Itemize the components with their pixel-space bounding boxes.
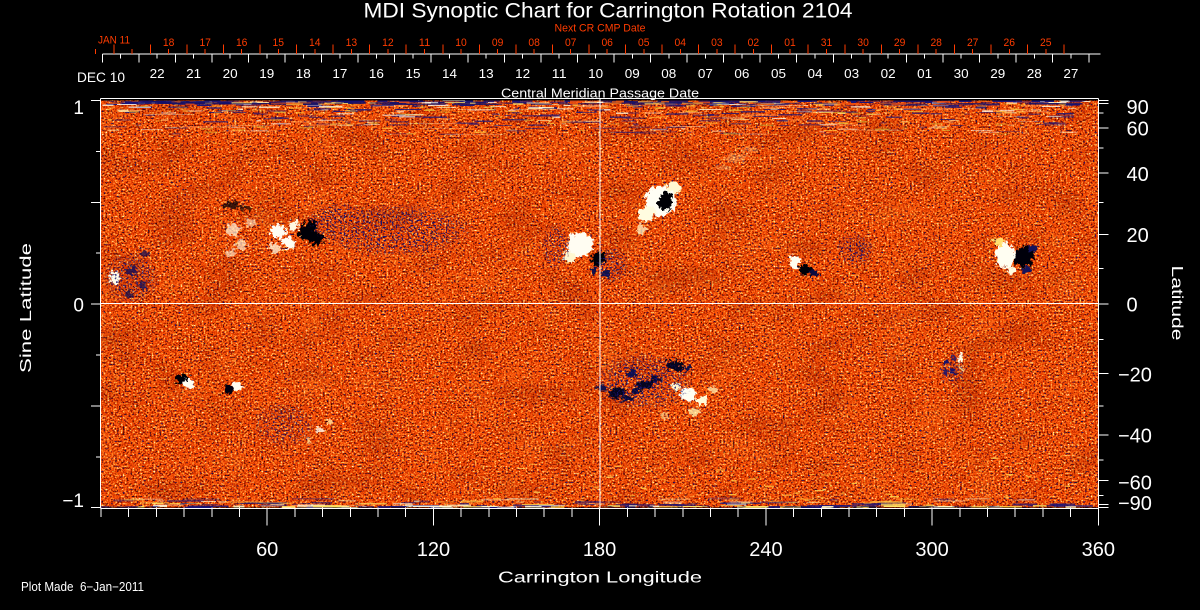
svg-text:180: 180 xyxy=(583,539,616,561)
svg-text:1: 1 xyxy=(73,98,84,119)
svg-text:29: 29 xyxy=(894,37,906,49)
svg-text:20: 20 xyxy=(223,66,238,81)
svg-text:22: 22 xyxy=(150,66,165,81)
svg-text:01: 01 xyxy=(917,66,932,81)
svg-text:18: 18 xyxy=(163,37,175,49)
svg-text:11: 11 xyxy=(419,37,431,49)
svg-text:16: 16 xyxy=(369,66,384,81)
svg-text:27: 27 xyxy=(1063,66,1078,81)
svg-text:07: 07 xyxy=(565,37,577,49)
svg-text:90: 90 xyxy=(1127,97,1149,119)
svg-text:JAN 11: JAN 11 xyxy=(98,35,130,47)
svg-text:03: 03 xyxy=(711,37,723,49)
svg-text:0: 0 xyxy=(73,295,84,316)
svg-text:Latitude: Latitude xyxy=(1168,266,1185,341)
svg-text:10: 10 xyxy=(588,66,603,81)
svg-text:09: 09 xyxy=(492,37,504,49)
svg-text:10: 10 xyxy=(455,37,467,49)
svg-text:300: 300 xyxy=(915,539,948,561)
svg-text:30: 30 xyxy=(954,66,969,81)
svg-text:Central Meridian Passage Date: Central Meridian Passage Date xyxy=(501,87,699,101)
svg-text:−90: −90 xyxy=(1118,493,1152,515)
svg-text:−40: −40 xyxy=(1118,425,1152,447)
svg-text:15: 15 xyxy=(273,37,285,49)
svg-text:25: 25 xyxy=(1040,37,1052,49)
svg-text:06: 06 xyxy=(734,66,749,81)
svg-text:04: 04 xyxy=(808,66,823,81)
svg-text:18: 18 xyxy=(296,66,311,81)
svg-text:14: 14 xyxy=(309,37,321,49)
svg-text:Plot Made 6−Jan−2011: Plot Made 6−Jan−2011 xyxy=(21,580,144,594)
svg-text:40: 40 xyxy=(1127,164,1149,186)
svg-text:11: 11 xyxy=(552,66,567,81)
svg-text:28: 28 xyxy=(930,37,942,49)
svg-text:06: 06 xyxy=(601,37,613,49)
svg-text:12: 12 xyxy=(382,37,394,49)
svg-text:05: 05 xyxy=(771,66,786,81)
svg-text:07: 07 xyxy=(698,66,713,81)
svg-text:30: 30 xyxy=(857,37,869,49)
svg-text:240: 240 xyxy=(749,539,782,561)
svg-text:01: 01 xyxy=(784,37,796,49)
svg-text:08: 08 xyxy=(528,37,540,49)
svg-text:08: 08 xyxy=(661,66,676,81)
svg-text:02: 02 xyxy=(881,66,896,81)
svg-text:27: 27 xyxy=(967,37,979,49)
svg-text:31: 31 xyxy=(821,37,833,49)
svg-text:−60: −60 xyxy=(1118,472,1152,494)
svg-text:17: 17 xyxy=(199,37,211,49)
svg-text:60: 60 xyxy=(256,539,278,561)
svg-text:120: 120 xyxy=(417,539,450,561)
svg-text:Carrington Longitude: Carrington Longitude xyxy=(498,570,702,587)
svg-text:21: 21 xyxy=(186,66,201,81)
svg-text:−20: −20 xyxy=(1118,364,1152,386)
svg-text:Next CR CMP Date: Next CR CMP Date xyxy=(555,23,646,35)
svg-text:05: 05 xyxy=(638,37,650,49)
svg-text:360: 360 xyxy=(1082,539,1115,561)
svg-text:28: 28 xyxy=(1027,66,1042,81)
svg-text:12: 12 xyxy=(515,66,530,81)
svg-text:16: 16 xyxy=(236,37,248,49)
svg-text:15: 15 xyxy=(406,66,421,81)
svg-text:19: 19 xyxy=(259,66,274,81)
svg-text:04: 04 xyxy=(675,37,687,49)
svg-text:20: 20 xyxy=(1127,225,1149,247)
svg-text:0: 0 xyxy=(1127,294,1138,316)
svg-text:13: 13 xyxy=(346,37,358,49)
svg-text:MDI Synoptic Chart for Carring: MDI Synoptic Chart for Carrington Rotati… xyxy=(364,0,853,23)
svg-text:DEC 10: DEC 10 xyxy=(77,70,125,85)
svg-text:14: 14 xyxy=(442,66,457,81)
svg-text:Sine Latitude: Sine Latitude xyxy=(18,243,35,373)
svg-text:17: 17 xyxy=(332,66,347,81)
svg-text:02: 02 xyxy=(748,37,760,49)
svg-text:60: 60 xyxy=(1127,118,1149,140)
svg-text:13: 13 xyxy=(479,66,494,81)
svg-text:09: 09 xyxy=(625,66,640,81)
svg-text:03: 03 xyxy=(844,66,859,81)
svg-text:29: 29 xyxy=(990,66,1005,81)
svg-text:26: 26 xyxy=(1004,37,1016,49)
svg-text:−1: −1 xyxy=(62,491,84,512)
